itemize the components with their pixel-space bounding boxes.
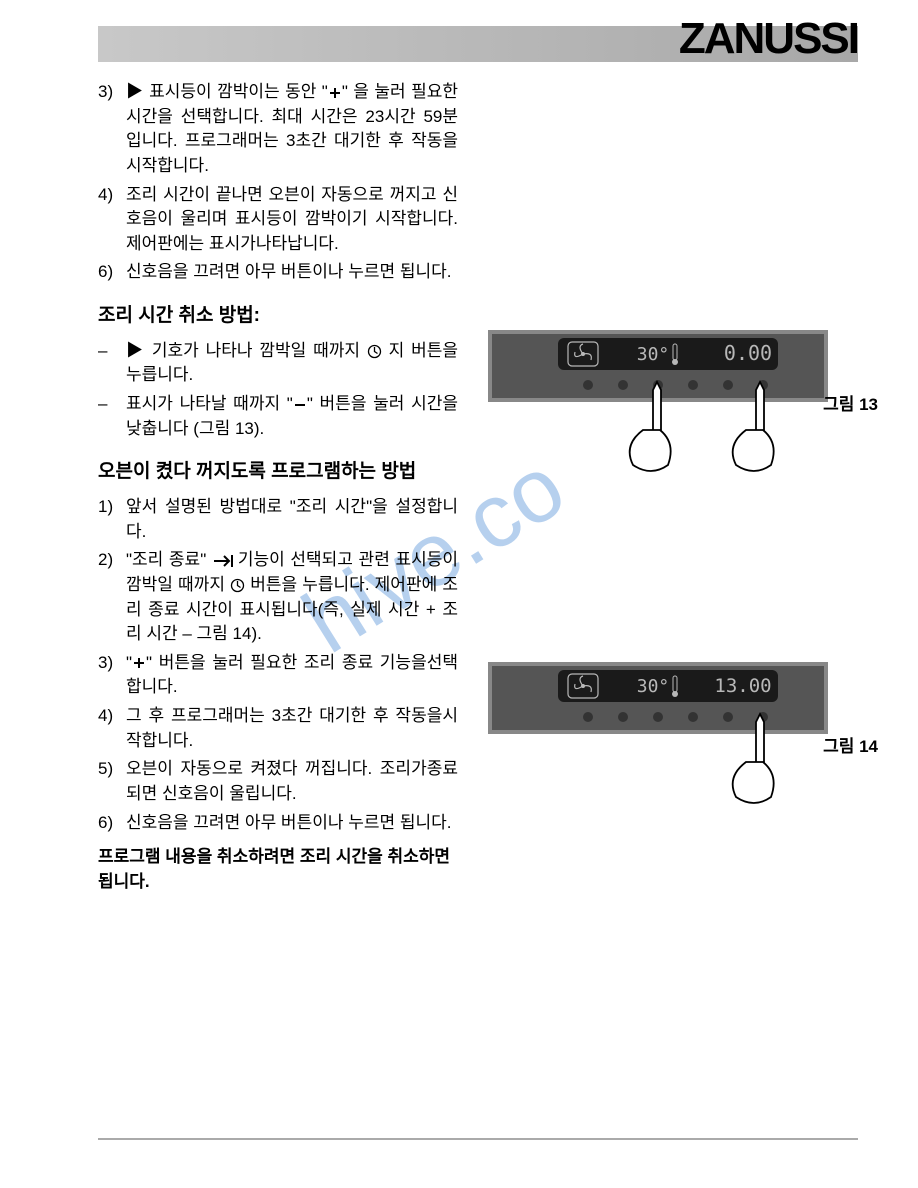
prog-step-6: 6) 신호음을 끄려면 아무 버튼이나 누르면 됩니다.	[98, 811, 458, 836]
figure-14-label: 그림 14	[823, 732, 878, 757]
step-text: ▶ 표시등이 깜박이는 동안 "" 을 눌러 필요한 시간을 선택합니다. 최대…	[126, 82, 458, 175]
step-4: 4) 조리 시간이 끝나면 오븐이 자동으로 꺼지고 신호음이 울리며 표시등이…	[98, 183, 458, 257]
step-text: 신호음을 끄려면 아무 버튼이나 누르면 됩니다.	[126, 813, 452, 832]
left-column: 3) ▶ 표시등이 깜박이는 동안 "" 을 눌러 필요한 시간을 선택합니다.…	[98, 80, 458, 895]
step-text: "조리 종료" 기능이 선택되고 관련 표시등이 깜박일 때까지 버튼을 누릅니…	[126, 550, 458, 643]
figure-13: 30° 0.00 그림 13	[488, 330, 858, 475]
plus-icon	[328, 86, 342, 100]
dash: –	[98, 339, 107, 364]
dash: –	[98, 392, 107, 417]
footer-divider	[98, 1138, 858, 1140]
control-panel-14: 30° 13.00	[488, 662, 828, 807]
prog-step-4: 4) 그 후 프로그래머는 3초간 대기한 후 작동을시작합니다.	[98, 704, 458, 753]
step-num: 5)	[98, 757, 113, 782]
brand-logo: ZANUSSI	[679, 14, 858, 64]
minus-icon	[293, 398, 307, 412]
step-num: 3)	[98, 80, 113, 105]
prog-step-3: 3) "" 버튼을 눌러 필요한 조리 종료 기능을선택합니다.	[98, 651, 458, 700]
svg-text:13.00: 13.00	[714, 675, 771, 697]
prog-step-1: 1) 앞서 설명된 방법대로 "조리 시간"을 설정합니다.	[98, 495, 458, 544]
step-text: 그 후 프로그래머는 3초간 대기한 후 작동을시작합니다.	[126, 706, 458, 750]
step-text: 오븐이 자동으로 켜졌다 꺼집니다. 조리가종료되면 신호음이 울립니다.	[126, 759, 458, 803]
step-num: 4)	[98, 704, 113, 729]
step-num: 1)	[98, 495, 113, 520]
step-num: 6)	[98, 260, 113, 285]
step-num: 6)	[98, 811, 113, 836]
cancel-step-2: – 표시가 나타날 때까지 "" 버튼을 눌러 시간을 낮춥니다 (그림 13)…	[98, 392, 458, 441]
section-title-cancel: 조리 시간 취소 방법:	[98, 303, 458, 329]
step-3: 3) ▶ 표시등이 깜박이는 동안 "" 을 눌러 필요한 시간을 선택합니다.…	[98, 80, 458, 179]
clock-icon	[230, 578, 245, 593]
figure-14: 30° 13.00 그림 14	[488, 662, 858, 807]
step-text: 표시가 나타날 때까지 "" 버튼을 눌러 시간을 낮춥니다 (그림 13).	[126, 394, 458, 438]
svg-text:30°: 30°	[637, 676, 670, 697]
svg-text:0.00: 0.00	[724, 341, 772, 365]
step-num: 3)	[98, 651, 113, 676]
page-content: 3) ▶ 표시등이 깜박이는 동안 "" 을 눌러 필요한 시간을 선택합니다.…	[98, 80, 858, 895]
control-panel-13: 30° 0.00	[488, 330, 828, 475]
cancel-step-1: – ▶ 기호가 나타나 깜박일 때까지 지 버튼을 누릅니다.	[98, 339, 458, 388]
prog-step-2: 2) "조리 종료" 기능이 선택되고 관련 표시등이 깜박일 때까지 버튼을 …	[98, 548, 458, 647]
figure-13-label: 그림 13	[823, 390, 878, 415]
step-text: 앞서 설명된 방법대로 "조리 시간"을 설정합니다.	[126, 497, 458, 541]
step-6: 6) 신호음을 끄려면 아무 버튼이나 누르면 됩니다.	[98, 260, 458, 285]
svg-text:30°: 30°	[637, 344, 670, 365]
step-num: 4)	[98, 183, 113, 208]
section-title-program: 오븐이 켰다 꺼지도록 프로그램하는 방법	[98, 459, 458, 485]
step-text: ▶ 기호가 나타나 깜박일 때까지 지 버튼을 누릅니다.	[126, 341, 458, 385]
step-text: 신호음을 끄려면 아무 버튼이나 누르면 됩니다.	[126, 262, 452, 281]
step-text: "" 버튼을 눌러 필요한 조리 종료 기능을선택합니다.	[126, 653, 458, 697]
cancel-note: 프로그램 내용을 취소하려면 조리 시간을 취소하면 됩니다.	[98, 845, 458, 894]
plus-icon	[132, 656, 146, 670]
end-arrow-icon	[212, 553, 238, 569]
step-text: 조리 시간이 끝나면 오븐이 자동으로 꺼지고 신호음이 울리며 표시등이 깜박…	[126, 185, 458, 253]
step-num: 2)	[98, 548, 113, 573]
prog-step-5: 5) 오븐이 자동으로 켜졌다 꺼집니다. 조리가종료되면 신호음이 울립니다.	[98, 757, 458, 806]
clock-icon	[367, 344, 382, 359]
